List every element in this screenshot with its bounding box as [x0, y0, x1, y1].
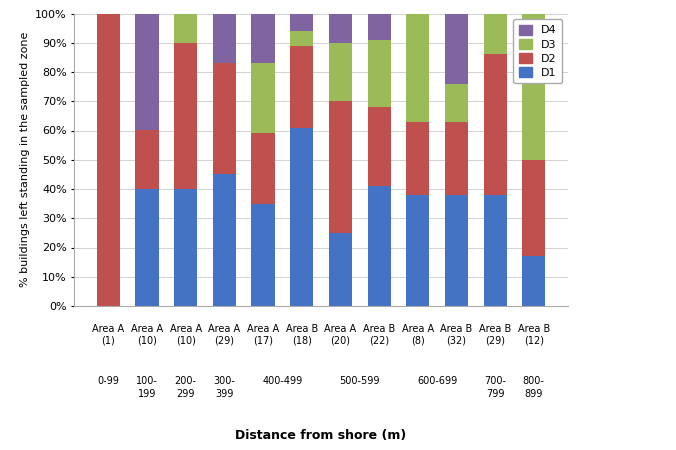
Text: Area B
(22): Area B (22): [363, 324, 395, 346]
Text: Area B
(29): Area B (29): [479, 324, 511, 346]
Bar: [213, 174, 236, 306]
Text: 0-99: 0-99: [97, 376, 120, 386]
Bar: [368, 14, 391, 40]
Bar: [251, 203, 274, 306]
Bar: [174, 189, 197, 306]
Text: 100-
199: 100- 199: [136, 376, 158, 399]
Bar: [251, 133, 274, 203]
Bar: [290, 31, 314, 45]
Text: Area A
(17): Area A (17): [247, 324, 279, 346]
Text: 600-699: 600-699: [417, 376, 457, 386]
Text: Distance from shore (m): Distance from shore (m): [235, 429, 407, 442]
Text: Area A
(10): Area A (10): [170, 324, 202, 346]
Text: 500-599: 500-599: [339, 376, 380, 386]
Text: Area A
(20): Area A (20): [324, 324, 356, 346]
Text: 200-
299: 200- 299: [174, 376, 197, 399]
Bar: [290, 128, 314, 306]
Bar: [406, 195, 429, 306]
Bar: [368, 186, 391, 306]
Bar: [406, 122, 429, 195]
Text: 800-
899: 800- 899: [523, 376, 545, 399]
Text: Area A
(1): Area A (1): [93, 324, 124, 346]
Text: 400-499: 400-499: [262, 376, 303, 386]
Bar: [213, 14, 236, 63]
Bar: [368, 40, 391, 107]
Bar: [483, 195, 507, 306]
Text: Area B
(18): Area B (18): [286, 324, 318, 346]
Text: Area B
(32): Area B (32): [440, 324, 473, 346]
Bar: [522, 14, 546, 160]
Bar: [135, 130, 159, 189]
Text: Area B
(12): Area B (12): [518, 324, 550, 346]
Bar: [445, 122, 468, 195]
Bar: [522, 160, 546, 256]
Text: 700-
799: 700- 799: [484, 376, 506, 399]
Bar: [135, 14, 159, 130]
Legend: D4, D3, D2, D1: D4, D3, D2, D1: [513, 19, 562, 83]
Bar: [445, 195, 468, 306]
Y-axis label: % buildings left standing in the sampled zone: % buildings left standing in the sampled…: [20, 32, 30, 288]
Bar: [251, 63, 274, 133]
Bar: [174, 43, 197, 189]
Bar: [368, 107, 391, 186]
Bar: [445, 14, 468, 84]
Bar: [329, 14, 352, 43]
Bar: [406, 14, 429, 122]
Bar: [135, 189, 159, 306]
Bar: [445, 84, 468, 122]
Bar: [174, 14, 197, 43]
Bar: [522, 256, 546, 306]
Bar: [329, 101, 352, 233]
Bar: [97, 14, 120, 306]
Text: Area A
(29): Area A (29): [208, 324, 241, 346]
Bar: [290, 45, 314, 128]
Bar: [213, 63, 236, 174]
Text: 300-
399: 300- 399: [214, 376, 235, 399]
Bar: [251, 14, 274, 63]
Text: Area A
(8): Area A (8): [402, 324, 434, 346]
Bar: [483, 54, 507, 195]
Bar: [329, 233, 352, 306]
Bar: [329, 43, 352, 101]
Text: Area A
(10): Area A (10): [131, 324, 163, 346]
Bar: [483, 14, 507, 54]
Bar: [290, 14, 314, 31]
